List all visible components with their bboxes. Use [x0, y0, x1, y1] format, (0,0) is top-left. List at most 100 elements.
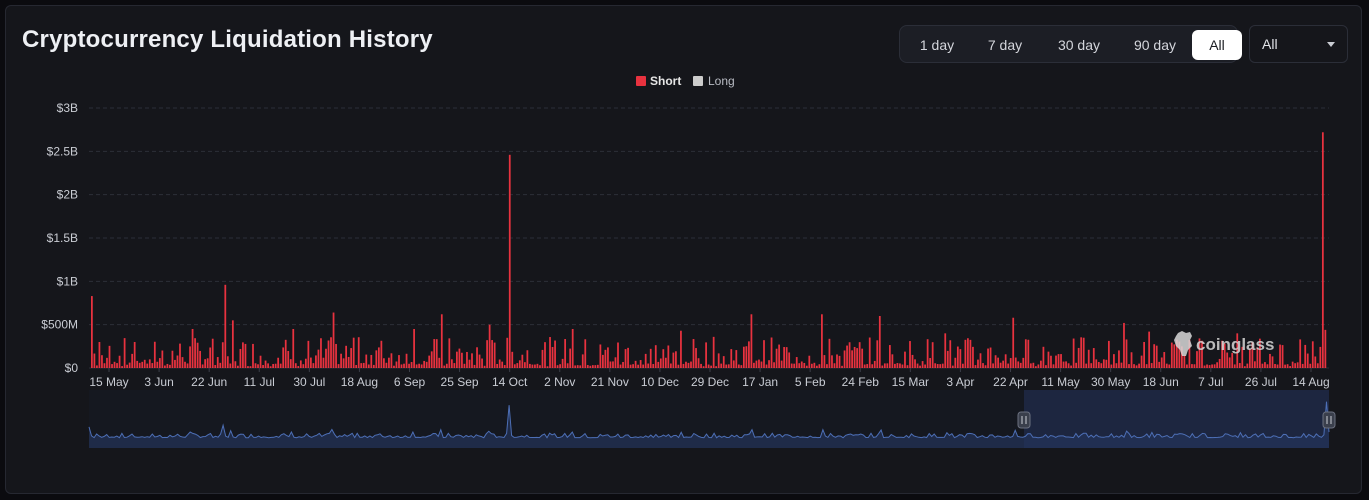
short-bar[interactable] — [737, 364, 740, 369]
short-bar[interactable] — [576, 365, 579, 368]
short-bar[interactable] — [987, 348, 989, 368]
short-bar[interactable] — [984, 365, 987, 368]
short-bar[interactable] — [639, 360, 642, 368]
short-bar[interactable] — [191, 329, 194, 368]
short-bar[interactable] — [1198, 338, 1201, 368]
short-bar[interactable] — [1276, 364, 1279, 368]
short-bar[interactable] — [1143, 341, 1145, 368]
short-bar[interactable] — [858, 342, 861, 368]
short-bar[interactable] — [924, 364, 926, 368]
short-bar[interactable] — [1203, 365, 1206, 369]
short-bar[interactable] — [93, 353, 96, 368]
short-bar[interactable] — [753, 362, 755, 368]
short-bar[interactable] — [128, 362, 131, 368]
short-bar[interactable] — [1231, 352, 1234, 368]
short-bar[interactable] — [297, 366, 300, 368]
short-bar[interactable] — [888, 345, 891, 368]
short-bar[interactable] — [959, 349, 962, 368]
short-bar[interactable] — [1311, 341, 1314, 368]
short-bar[interactable] — [1029, 363, 1032, 368]
short-bar[interactable] — [1097, 362, 1100, 368]
short-bar[interactable] — [682, 363, 685, 368]
short-bar[interactable] — [571, 329, 574, 368]
short-bar[interactable] — [332, 312, 335, 368]
short-bar[interactable] — [410, 362, 413, 368]
short-bar[interactable] — [581, 354, 584, 368]
short-bar[interactable] — [1060, 354, 1062, 368]
short-bar[interactable] — [662, 349, 665, 368]
short-bar[interactable] — [964, 339, 967, 368]
short-bar[interactable] — [793, 363, 796, 368]
short-bar[interactable] — [521, 354, 524, 368]
short-bar[interactable] — [327, 340, 330, 368]
short-bar[interactable] — [967, 338, 969, 368]
short-bar[interactable] — [458, 348, 461, 368]
short-bar[interactable] — [106, 357, 108, 368]
short-bar[interactable] — [619, 364, 622, 368]
short-bar[interactable] — [380, 340, 383, 368]
short-bar[interactable] — [1045, 365, 1047, 368]
short-bar[interactable] — [390, 353, 393, 368]
short-bar[interactable] — [1032, 362, 1035, 368]
short-bar[interactable] — [1289, 366, 1291, 368]
short-bar[interactable] — [274, 363, 277, 368]
short-bar[interactable] — [433, 339, 436, 368]
short-bar[interactable] — [320, 338, 322, 368]
short-bar[interactable] — [307, 340, 310, 368]
short-bar[interactable] — [448, 338, 451, 368]
short-bar[interactable] — [634, 360, 637, 368]
short-bar[interactable] — [1223, 343, 1226, 368]
short-bar[interactable] — [669, 363, 672, 368]
range-30-day-button[interactable]: 30 day — [1057, 37, 1101, 53]
short-bar[interactable] — [712, 336, 715, 368]
short-bar[interactable] — [1158, 361, 1161, 368]
short-bar[interactable] — [1213, 364, 1216, 368]
short-bar[interactable] — [388, 357, 390, 368]
short-bar[interactable] — [695, 348, 697, 368]
short-bar[interactable] — [1264, 362, 1266, 368]
short-bar[interactable] — [1206, 364, 1208, 369]
short-bar[interactable] — [680, 330, 682, 368]
short-bar[interactable] — [272, 363, 275, 368]
short-bar[interactable] — [141, 361, 144, 368]
short-bar[interactable] — [428, 355, 431, 368]
short-bar[interactable] — [239, 348, 242, 368]
short-bar[interactable] — [775, 348, 778, 368]
short-bar[interactable] — [914, 359, 916, 368]
short-bar[interactable] — [393, 365, 395, 368]
short-bar[interactable] — [377, 347, 380, 368]
short-bar[interactable] — [456, 351, 458, 368]
short-bar[interactable] — [1218, 358, 1221, 368]
short-bar[interactable] — [184, 361, 186, 368]
short-bar[interactable] — [226, 356, 229, 368]
short-bar[interactable] — [697, 358, 700, 368]
short-bar[interactable] — [385, 362, 388, 368]
short-bar[interactable] — [395, 361, 398, 369]
range-7-day-button[interactable]: 7 day — [987, 37, 1023, 53]
short-bar[interactable] — [687, 362, 690, 368]
short-bar[interactable] — [1281, 345, 1284, 368]
short-bar[interactable] — [677, 364, 680, 368]
short-bar[interactable] — [881, 365, 884, 368]
short-bar[interactable] — [672, 352, 675, 368]
short-bar[interactable] — [926, 339, 929, 368]
short-bar[interactable] — [292, 329, 295, 368]
short-bar[interactable] — [1291, 361, 1294, 368]
short-bar[interactable] — [607, 347, 609, 368]
short-bar[interactable] — [481, 358, 483, 368]
short-bar[interactable] — [831, 355, 833, 368]
short-bar[interactable] — [335, 343, 337, 368]
short-bar[interactable] — [1087, 349, 1090, 368]
short-bar[interactable] — [1299, 339, 1302, 368]
short-bar[interactable] — [566, 363, 569, 368]
short-bar[interactable] — [904, 351, 906, 368]
navigator-right-handle[interactable] — [1322, 411, 1336, 429]
short-bar[interactable] — [644, 353, 647, 368]
short-bar[interactable] — [1193, 364, 1196, 368]
short-bar[interactable] — [740, 365, 743, 368]
short-bar[interactable] — [821, 314, 823, 368]
short-bar[interactable] — [795, 357, 798, 368]
short-bar[interactable] — [735, 350, 738, 368]
short-bar[interactable] — [627, 347, 629, 368]
short-bar[interactable] — [717, 353, 720, 368]
